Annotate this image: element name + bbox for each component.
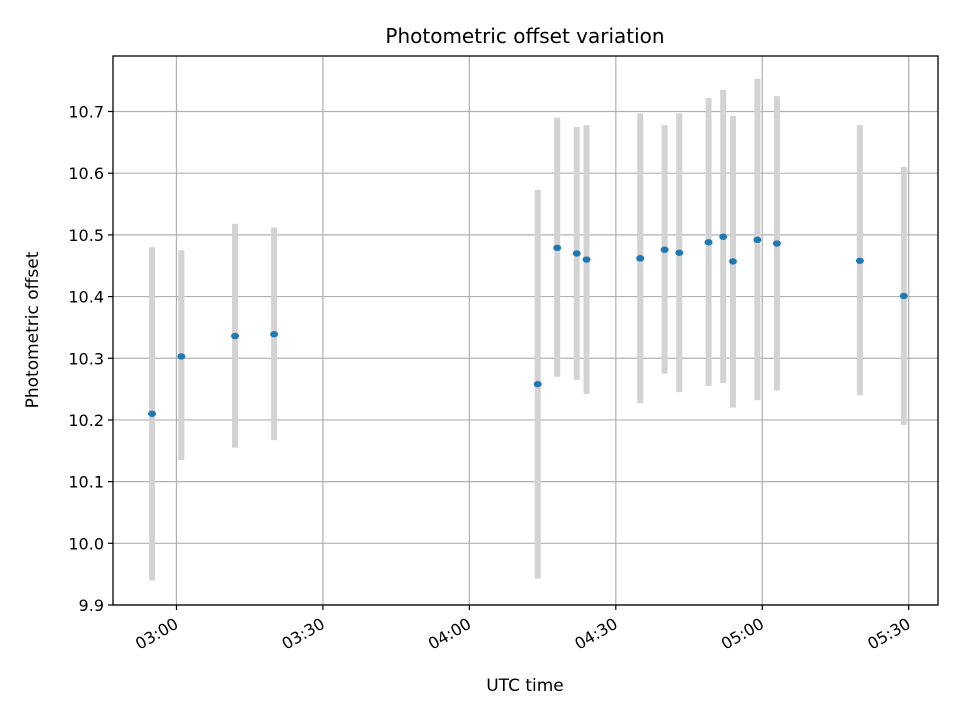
data-point — [719, 233, 728, 240]
x-axis-label: UTC time — [486, 676, 564, 696]
x-tick-label: 05:00 — [718, 614, 767, 654]
error-bars — [149, 78, 907, 581]
x-tick-label: 04:30 — [571, 614, 620, 654]
data-points — [148, 233, 908, 417]
data-point — [636, 255, 645, 262]
y-tick-label: 10.0 — [68, 534, 104, 553]
y-tick-label: 10.3 — [68, 349, 104, 368]
x-axis: 03:00 03:30 04:00 04:30 05:00 05:30 — [132, 605, 914, 654]
x-tick-label: 03:00 — [132, 614, 181, 654]
data-point — [231, 332, 240, 340]
y-tick-label: 10.5 — [68, 226, 104, 245]
data-point — [704, 239, 713, 246]
data-point — [582, 256, 591, 263]
y-tick-label: 10.6 — [68, 164, 104, 183]
y-tick-label: 10.4 — [68, 288, 104, 307]
y-tick-label: 10.2 — [68, 411, 104, 430]
data-point — [772, 240, 781, 247]
x-tick-label: 03:30 — [278, 614, 327, 654]
data-point — [753, 236, 762, 244]
grid — [113, 56, 938, 606]
plot-frame — [112, 55, 939, 606]
data-point — [660, 246, 669, 253]
y-tick-label: 10.1 — [68, 473, 104, 492]
data-point — [572, 250, 581, 257]
y-axis: 9.9 10.0 10.1 10.2 10.3 10.4 10.5 10.6 10.7 — [68, 103, 113, 615]
data-point — [553, 244, 562, 252]
chart-title: Photometric offset variation — [385, 24, 664, 48]
y-tick-label: 10.7 — [68, 103, 104, 122]
data-point — [675, 249, 684, 256]
data-point — [899, 292, 908, 300]
x-tick-label: 04:00 — [425, 614, 474, 654]
data-point — [148, 410, 157, 417]
x-tick-label: 05:30 — [864, 614, 913, 654]
data-point — [177, 353, 186, 360]
y-tick-label: 9.9 — [79, 596, 104, 615]
data-point — [855, 257, 864, 264]
data-point — [533, 380, 542, 388]
data-point — [270, 331, 279, 338]
data-point — [728, 258, 737, 265]
y-axis-label: Photometric offset — [23, 251, 43, 408]
